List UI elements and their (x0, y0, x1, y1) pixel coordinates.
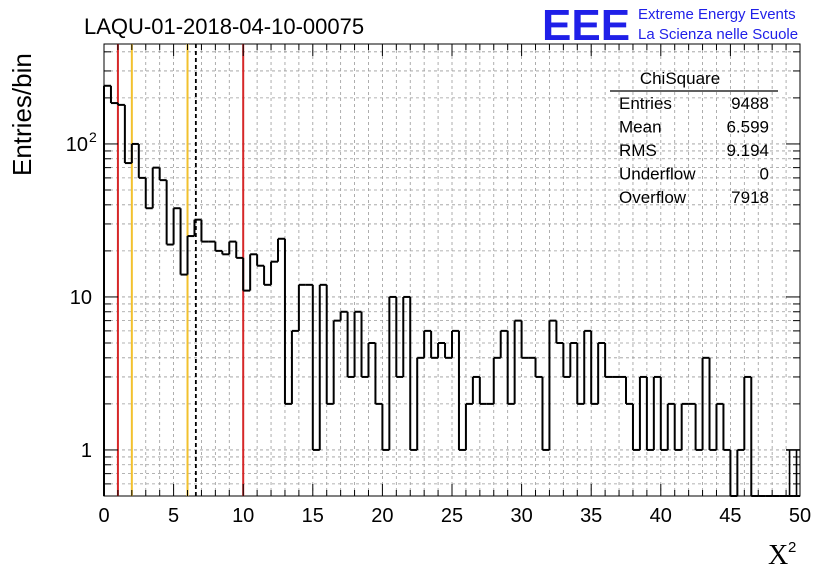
y-tick-label: 10 (70, 287, 92, 309)
x-tick-label: 20 (371, 505, 393, 527)
x-axis-label: X 2 (768, 539, 796, 571)
stats-row-value: 9.194 (726, 141, 769, 160)
x-axis-label-base: X (768, 540, 788, 571)
y-tick-label: 1 (81, 440, 92, 462)
stats-row-label: Underflow (619, 165, 696, 184)
x-tick-label: 40 (650, 505, 672, 527)
x-tick-labels: 0 5 10 15 20 25 30 35 40 45 50 (98, 505, 811, 527)
y-axis-label: Entries/bin (7, 53, 37, 176)
x-tick-label: 0 (98, 505, 109, 527)
stats-row-value: 0 (760, 165, 769, 184)
x-tick-label: 25 (441, 505, 463, 527)
stats-row-value: 7918 (731, 188, 769, 207)
x-tick-label: 50 (789, 505, 811, 527)
axis-ticks (103, 44, 801, 496)
stats-box: ChiSquare Entries 9488 Mean 6.599 RMS 9.194 Un… (610, 69, 778, 207)
histogram-bars (103, 84, 800, 497)
x-tick-label: 45 (719, 505, 741, 527)
stats-row-label: RMS (619, 141, 657, 160)
stats-row-label: Entries (619, 94, 672, 113)
x-tick-label: 35 (580, 505, 602, 527)
stats-row-label: Overflow (619, 188, 687, 207)
stats-title: ChiSquare (640, 69, 720, 88)
stats-row-value: 9488 (731, 94, 769, 113)
chart-title: LAQU-01-2018-04-10-00075 (84, 14, 364, 39)
y-tick-label: 10 (66, 134, 88, 156)
stats-row-value: 6.599 (726, 118, 769, 137)
x-tick-label: 30 (510, 505, 532, 527)
stats-row-label: Mean (619, 118, 662, 137)
x-tick-label: 15 (302, 505, 324, 527)
grid (104, 44, 800, 496)
logo-line-1: Extreme Energy Events (638, 6, 796, 23)
x-tick-label: 10 (232, 505, 254, 527)
x-axis-label-exponent: 2 (788, 539, 796, 556)
y-tick-label-exponent: 2 (89, 129, 97, 145)
x-tick-label: 5 (168, 505, 179, 527)
eee-logo: EEE (542, 1, 630, 50)
logo-line-2: La Scienza nelle Scuole (638, 26, 798, 43)
